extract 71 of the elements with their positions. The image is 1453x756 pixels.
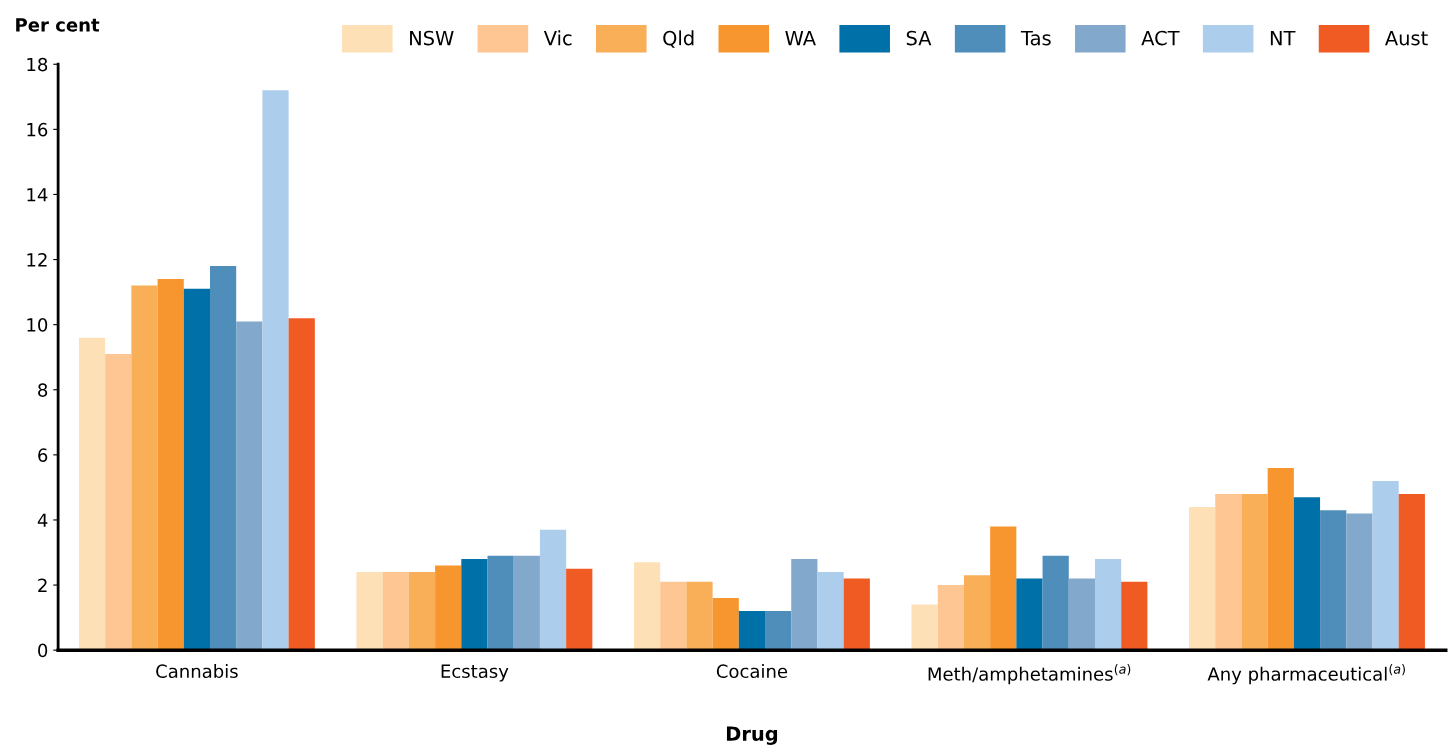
bar [660,581,687,651]
y-tick-label: 0 [38,643,48,658]
bar [105,353,132,651]
y-tick-label: 2 [38,578,47,592]
bar [686,581,713,651]
bar [1121,581,1148,651]
bar [1320,510,1347,651]
bar [633,562,661,651]
y-tick-label: 18 [27,57,48,72]
bar [843,578,870,651]
bar [738,611,766,651]
bar [487,555,514,651]
bar [78,337,106,651]
bar [435,565,462,651]
y-axis-title: Per cent [16,18,100,32]
legend-label: SA [906,30,932,46]
bar [461,559,488,651]
y-tick-label: 16 [27,122,48,137]
bar [1016,578,1043,651]
bar [1346,513,1373,651]
legend-label: ACT [1141,30,1180,46]
bar [963,575,991,651]
x-axis-title: Drug [726,726,778,745]
bar [1293,497,1321,651]
y-tick-label: 12 [27,253,47,267]
bar [131,285,158,651]
bar [1094,559,1122,651]
bar [911,604,938,651]
bar [817,572,844,651]
bar [539,529,567,651]
bar [513,555,540,651]
bar [183,288,210,651]
bar [209,266,237,651]
bar [236,321,263,651]
bar [990,526,1017,651]
bar [157,279,184,651]
bar [566,568,593,651]
legend-label: Tas [1020,30,1051,46]
bar [262,90,289,651]
y-tick-label: 6 [38,448,48,462]
x-tick-label: Any pharmaceutical$^{(a)}$ [1207,664,1405,685]
bar [1189,506,1216,651]
bar [712,598,739,651]
x-tick-label: Ecstasy [441,664,509,682]
legend-label: NT [1270,30,1296,46]
bar [937,585,964,651]
bar [1398,493,1425,651]
x-tick-label: Cannabis [156,664,238,679]
bar [1241,493,1268,651]
y-tick-label: 14 [27,188,48,202]
legend-label: Qld [663,30,694,48]
bar [1042,555,1069,651]
bar [1068,578,1095,651]
x-tick-label: Meth/amphetamines$^{(a)}$ [928,664,1131,685]
x-tick-label: Cocaine [716,664,788,679]
y-tick-label: 4 [37,513,48,527]
y-tick-label: 8 [38,383,48,397]
bar [1372,480,1399,651]
legend-label: Vic [543,30,572,46]
bar [1267,467,1294,651]
legend-label: Aust [1385,30,1428,46]
legend-label: WA [785,30,816,46]
bar [1215,493,1242,651]
bar [288,318,315,651]
bar [382,572,409,651]
bar [791,559,818,651]
bar [408,572,436,651]
legend-label: NSW [410,30,454,46]
bar [356,572,383,651]
bar [765,611,792,651]
y-tick-label: 10 [27,318,48,332]
